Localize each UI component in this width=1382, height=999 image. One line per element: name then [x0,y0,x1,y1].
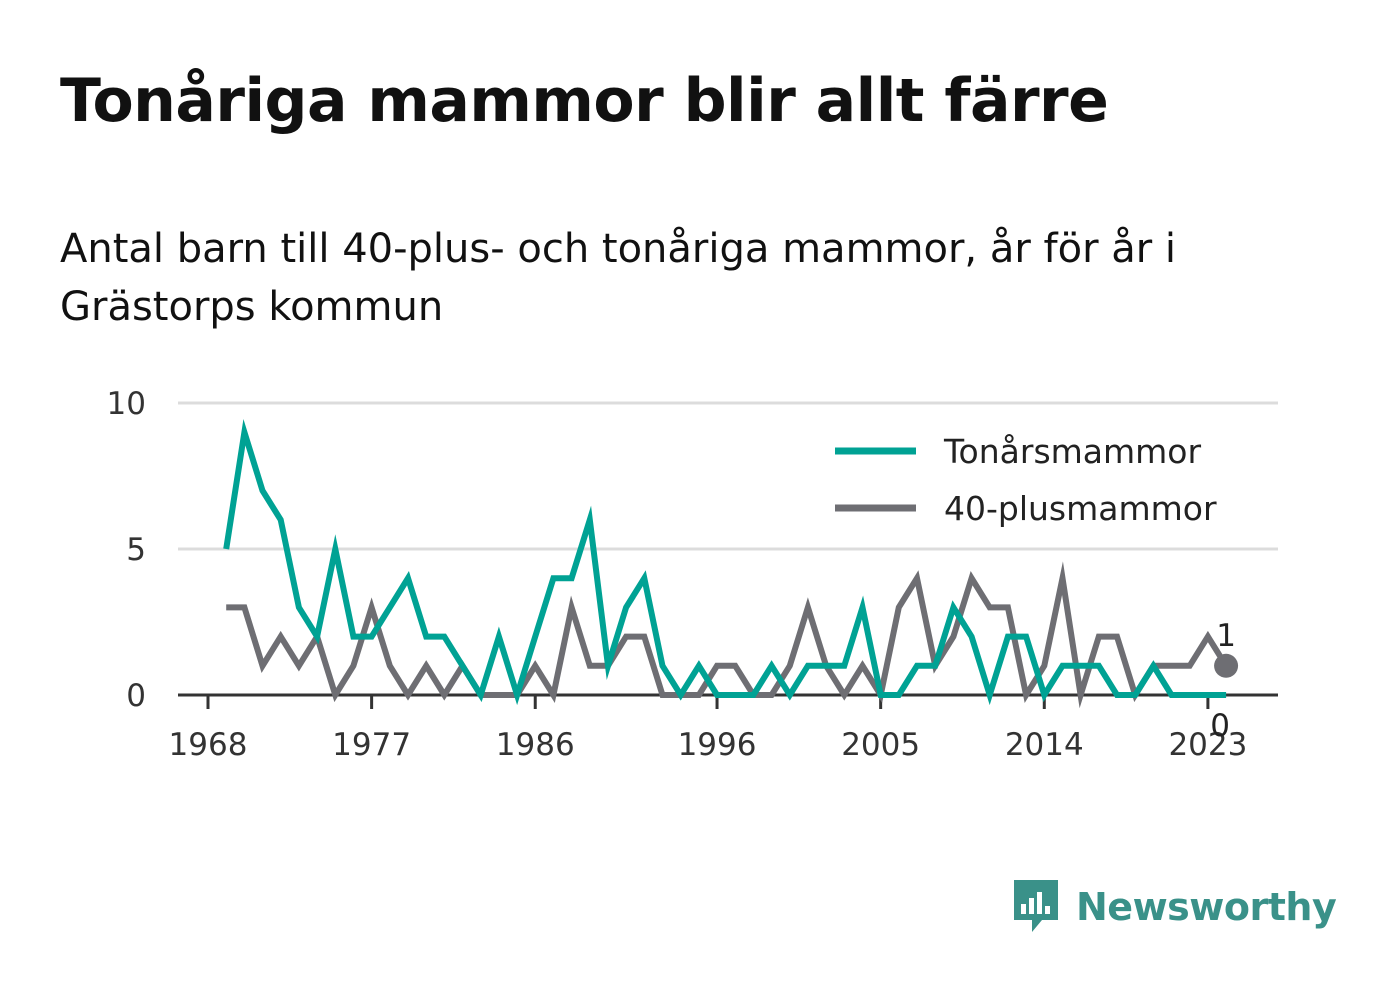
end-label-teen: 0 [1210,708,1230,744]
y-tick-label: 10 [107,386,146,422]
legend-label: Tonårsmammor [943,432,1201,471]
legend-label: 40-plusmammor [944,489,1217,528]
x-tick-label: 1986 [496,727,575,763]
x-tick-label: 1977 [332,727,411,763]
series-line-tonårsmammor [223,418,1227,706]
bar-chart-icon [1014,880,1058,932]
chart-title: Tonåriga mammor blir allt färre [60,66,1109,136]
x-tick-label: 2005 [841,727,920,763]
end-point-marker [1214,653,1239,678]
end-label-40-plus: 1 [1216,618,1236,654]
newsworthy-logo: Newsworthy [1010,876,1337,938]
brand-name: Newsworthy [1076,885,1337,929]
x-tick-label: 2014 [1005,727,1084,763]
x-tick-label: 1968 [169,727,248,763]
y-tick-label: 5 [126,532,146,568]
x-tick-label: 2023 [1168,727,1247,763]
chart-subtitle: Antal barn till 40-plus- och tonåriga ma… [60,226,1177,330]
x-tick-label: 1996 [678,727,757,763]
series-line-40-plusmammor [226,561,1229,709]
y-tick-label: 0 [126,678,146,714]
